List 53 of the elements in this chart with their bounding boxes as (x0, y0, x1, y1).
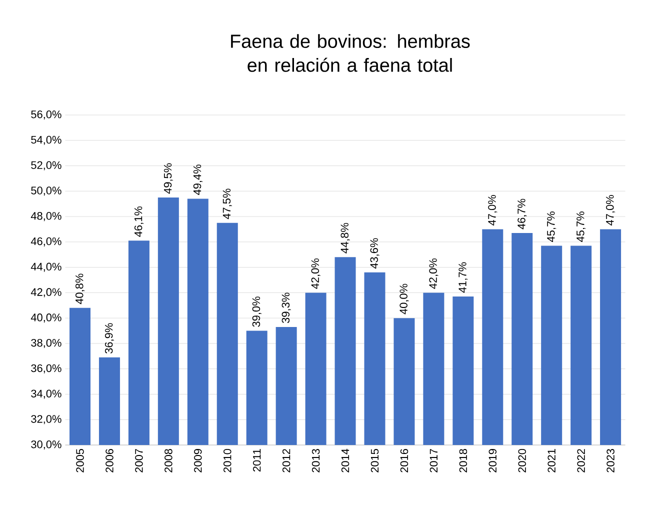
x-tick-label: 2021 (548, 449, 556, 472)
x-tick-label: 2022 (577, 449, 585, 472)
y-tick-label: 40,0% (30, 314, 62, 323)
y-tick-label: 48,0% (30, 212, 62, 222)
data-label: 42,0% (429, 258, 438, 289)
x-tick-label: 2006 (106, 449, 114, 472)
y-tick-label: 52,0% (31, 161, 62, 170)
y-tick-label: 36,0% (31, 364, 62, 374)
data-label: 46,1% (134, 206, 144, 237)
x-tick-label: 2019 (488, 449, 497, 472)
y-tick-label: 38,0% (31, 338, 62, 348)
y-tick-label: 56,0% (31, 110, 62, 120)
x-tick-label: 2012 (282, 449, 290, 472)
x-tick-label: 2016 (400, 449, 408, 472)
x-tick-label: 2013 (312, 449, 320, 472)
data-label: 46,7% (518, 198, 527, 230)
data-label: 44,8% (340, 222, 350, 254)
data-label: 40,0% (400, 284, 409, 314)
data-label: 47,0% (488, 195, 498, 226)
x-tick-label: 2023 (606, 449, 614, 472)
data-label: 47,5% (222, 188, 232, 220)
data-label: 41,7% (458, 262, 468, 293)
x-tick-label: 2005 (76, 448, 84, 472)
data-label: 42,0% (311, 258, 320, 289)
x-tick-label: 2018 (459, 449, 468, 472)
data-label: 39,3% (282, 292, 291, 324)
y-tick-label: 42,0% (30, 288, 62, 298)
x-tick-label: 2017 (430, 449, 438, 472)
y-tick-label: 50,0% (31, 186, 62, 196)
data-label: 39,0% (252, 296, 262, 327)
y-tick-label: 44,0% (30, 262, 62, 272)
x-tick-label: 2011 (252, 449, 261, 472)
data-label: 49,5% (164, 163, 173, 194)
data-label: 40,8% (75, 274, 85, 304)
x-tick-label: 2015 (370, 448, 379, 472)
x-tick-label: 2007 (135, 449, 143, 472)
x-tick-label: 2008 (164, 449, 172, 472)
x-tick-label: 2009 (194, 449, 202, 472)
x-tick-label: 2020 (518, 448, 526, 472)
y-tick-label: 34,0% (31, 390, 62, 399)
data-label: 45,7% (547, 212, 556, 242)
y-tick-label: 54,0% (31, 136, 62, 145)
y-tick-label: 32,0% (31, 415, 62, 424)
y-tick-label: 46,0% (30, 237, 62, 246)
y-tick-label: 30,0% (31, 440, 62, 450)
chart-title: Faena de bovinos: hembras en relación a faena total (231, 34, 470, 72)
x-tick-label: 2010 (224, 448, 232, 472)
x-tick-label: 2014 (341, 448, 350, 472)
data-label: 45,7% (576, 212, 586, 242)
data-label: 49,4% (193, 164, 202, 195)
data-label: 43,6% (370, 238, 380, 269)
data-label: 36,9% (104, 323, 114, 354)
data-label: 47,0% (606, 195, 616, 226)
